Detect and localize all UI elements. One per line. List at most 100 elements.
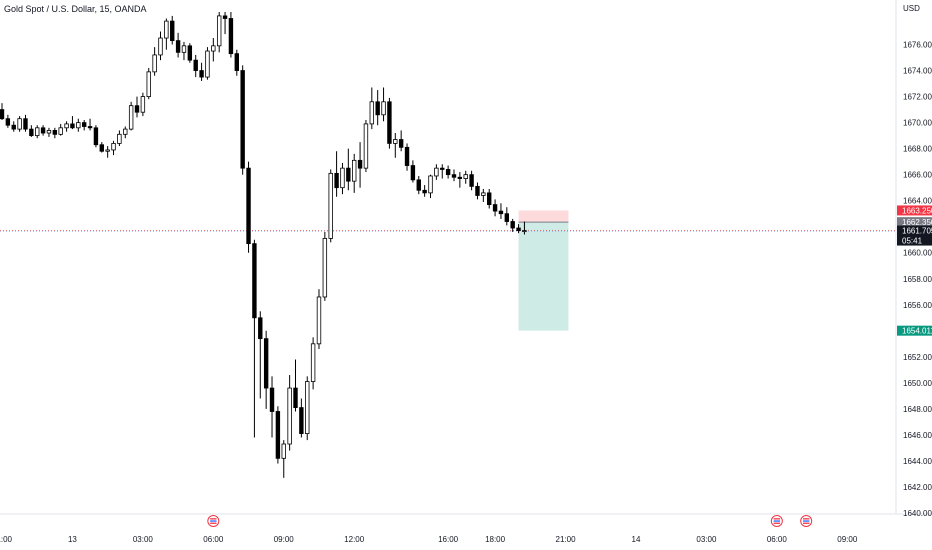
candle bbox=[164, 20, 169, 39]
candle bbox=[170, 20, 175, 42]
y-tick-label: 1644.000 bbox=[903, 457, 932, 466]
candle bbox=[240, 70, 245, 169]
x-tick-label: 16:00 bbox=[438, 535, 459, 544]
candle bbox=[363, 123, 369, 169]
candle bbox=[481, 192, 486, 196]
candle bbox=[398, 139, 404, 148]
us-flag-icon-stripe bbox=[802, 520, 810, 522]
x-tick-label: 03:00 bbox=[696, 535, 717, 544]
candle bbox=[70, 123, 75, 129]
candle bbox=[252, 243, 257, 319]
x-tick-label: 13 bbox=[68, 535, 77, 544]
y-tick-label: 1652.000 bbox=[903, 353, 932, 362]
candle bbox=[510, 221, 515, 229]
candle bbox=[487, 192, 492, 205]
candle bbox=[128, 105, 134, 130]
candle bbox=[76, 122, 81, 129]
candle bbox=[123, 128, 128, 135]
candle bbox=[316, 296, 322, 345]
x-tick-label: 06:00 bbox=[767, 535, 788, 544]
y-tick-label: 1668.000 bbox=[903, 145, 932, 154]
y-tick-label: 1646.000 bbox=[903, 431, 932, 440]
us-flag-icon-stripe bbox=[210, 520, 217, 522]
candle bbox=[175, 40, 181, 53]
candle bbox=[305, 381, 310, 435]
y-tick-label: 1672.000 bbox=[903, 93, 932, 102]
candle bbox=[40, 127, 46, 134]
candle bbox=[234, 53, 239, 71]
y-tick-label: 1670.000 bbox=[903, 119, 932, 128]
candle bbox=[457, 176, 463, 179]
candle bbox=[346, 167, 351, 182]
candle bbox=[428, 175, 433, 194]
candle bbox=[451, 174, 457, 178]
candle bbox=[87, 126, 93, 129]
us-flag-icon-stripe bbox=[210, 522, 217, 524]
candle bbox=[404, 146, 410, 166]
last-price-tag-bg bbox=[897, 225, 932, 246]
candle bbox=[498, 210, 504, 215]
target-price-tag: 1654.011 bbox=[902, 327, 932, 336]
take-profit-zone[interactable] bbox=[518, 222, 569, 331]
y-tick-label: 1658.000 bbox=[903, 275, 932, 284]
y-tick-label: 1642.000 bbox=[903, 483, 932, 492]
candle bbox=[410, 165, 416, 181]
stop-price-tag: 1663.250 bbox=[902, 206, 932, 215]
x-tick-label: 21:00 bbox=[556, 535, 577, 544]
candle bbox=[492, 204, 498, 212]
candle bbox=[263, 338, 269, 389]
entry-price-tag-bg bbox=[897, 217, 932, 228]
candle bbox=[293, 387, 298, 408]
candle bbox=[434, 167, 439, 177]
candle bbox=[393, 139, 398, 144]
candle bbox=[475, 185, 480, 196]
candle bbox=[52, 130, 58, 135]
y-tick-label: 1666.000 bbox=[903, 171, 932, 180]
candle bbox=[246, 167, 251, 245]
candle bbox=[111, 143, 116, 151]
candle bbox=[416, 179, 421, 191]
candle bbox=[504, 213, 510, 222]
entry-price-tag: 1662.350 bbox=[902, 218, 932, 227]
candle bbox=[187, 45, 193, 61]
x-tick-label: 18:00 bbox=[485, 535, 506, 544]
candle bbox=[440, 167, 445, 170]
y-tick-label: 1656.000 bbox=[903, 301, 932, 310]
candle bbox=[357, 159, 363, 169]
x-tick-label: 09:00 bbox=[274, 535, 295, 544]
stop-loss-zone[interactable] bbox=[518, 210, 569, 223]
candle bbox=[0, 109, 5, 120]
y-tick-label: 1640.000 bbox=[903, 509, 932, 518]
candle bbox=[351, 159, 357, 182]
x-tick-label: 09:00 bbox=[837, 535, 858, 544]
candle bbox=[134, 105, 140, 113]
candle bbox=[93, 127, 99, 146]
y-tick-label: 1664.000 bbox=[903, 197, 932, 206]
us-flag-icon-stripe bbox=[210, 518, 217, 520]
x-tick-label: 12:00 bbox=[344, 535, 365, 544]
us-flag-icon-stripe bbox=[773, 518, 781, 520]
candle bbox=[181, 45, 187, 53]
candle bbox=[35, 127, 40, 137]
candle bbox=[81, 122, 87, 127]
candle bbox=[228, 18, 234, 55]
price-unit: USD bbox=[903, 4, 920, 13]
candle bbox=[199, 70, 204, 78]
candle bbox=[334, 172, 339, 189]
us-flag-icon-stripe bbox=[802, 522, 810, 524]
candle bbox=[158, 37, 163, 56]
candle bbox=[5, 118, 11, 126]
candle bbox=[222, 15, 228, 19]
x-tick-label: 14 bbox=[632, 535, 641, 544]
y-tick-label: 1674.000 bbox=[903, 67, 932, 76]
candle bbox=[11, 124, 16, 130]
candle bbox=[369, 101, 375, 125]
candle bbox=[58, 127, 63, 135]
y-tick-label: 1650.000 bbox=[903, 379, 932, 388]
y-tick-label: 1648.000 bbox=[903, 405, 932, 414]
candle bbox=[310, 343, 316, 382]
x-tick-label: 21:00 bbox=[0, 535, 13, 544]
candle bbox=[422, 189, 427, 194]
last-price-tag: 1661.705 bbox=[902, 227, 932, 236]
